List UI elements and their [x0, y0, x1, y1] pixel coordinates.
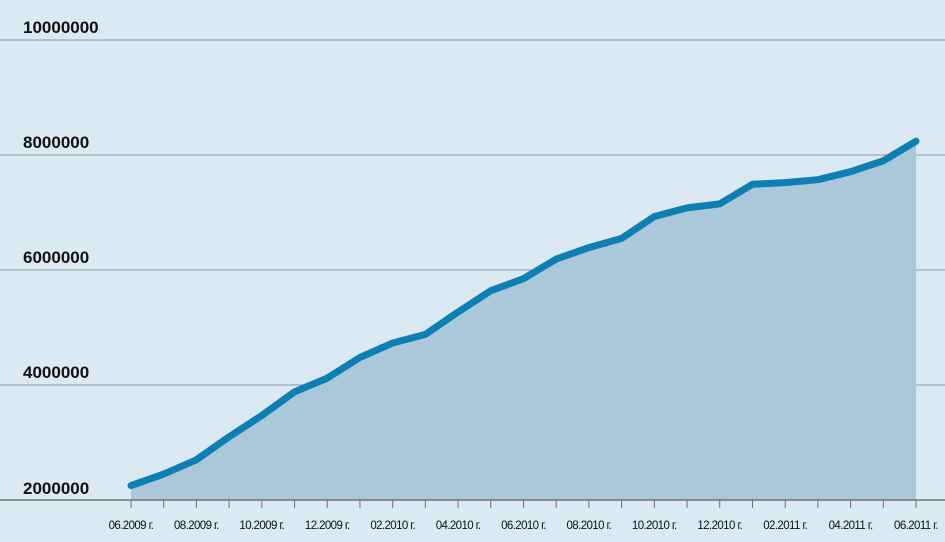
data-point — [686, 207, 688, 209]
y-tick-label: 4000000 — [23, 363, 89, 382]
x-tick-labels: 06.2009 г. 08.2009 г. 10.2009 г. 12.2009 г.… — [109, 520, 939, 532]
x-tick-label: 08.2010 г. — [567, 520, 612, 532]
x-tick-label: 06.2011 г. — [894, 520, 938, 532]
data-point — [882, 160, 884, 162]
data-point — [555, 258, 557, 260]
data-point — [163, 473, 165, 475]
y-tick-label: 10000000 — [23, 18, 99, 37]
data-point — [621, 237, 623, 239]
x-tick-label: 10.2009 г. — [239, 520, 284, 532]
data-point — [294, 391, 295, 393]
data-point — [588, 247, 590, 249]
data-point — [523, 278, 524, 280]
x-axis — [0, 499, 945, 508]
y-tick-label: 2000000 — [23, 479, 89, 498]
x-tick-label: 04.2011 г. — [829, 520, 873, 532]
area-fill-layer — [131, 141, 916, 500]
data-point — [359, 356, 361, 358]
data-point — [784, 182, 786, 184]
data-point — [326, 377, 328, 379]
data-point — [228, 436, 230, 438]
data-point — [915, 140, 917, 142]
x-tick-label: 06.2010 г. — [501, 520, 546, 532]
series-line-layer — [127, 137, 920, 490]
y-tick-label: 6000000 — [23, 248, 89, 267]
y-tick-labels: 2000000 4000000 6000000 8000000 10000000 — [23, 18, 99, 498]
data-point — [752, 183, 753, 185]
x-tick-label: 02.2011 г. — [763, 520, 807, 532]
y-tick-label: 8000000 — [23, 133, 89, 152]
x-tick-label: 02.2010 г. — [370, 520, 415, 532]
data-point — [195, 459, 197, 461]
area-fill — [131, 141, 916, 500]
x-tick-label: 04.2010 г. — [436, 520, 481, 532]
data-point — [653, 216, 655, 217]
data-point — [130, 485, 132, 487]
data-point — [261, 415, 263, 416]
x-tick-label: 06.2009 г. — [109, 520, 154, 532]
data-point — [457, 311, 459, 313]
x-tick-label: 12.2010 г. — [697, 520, 742, 532]
data-point — [490, 290, 492, 292]
data-point — [817, 179, 819, 181]
data-point — [392, 342, 394, 344]
x-tick-label: 12.2009 г. — [305, 520, 350, 532]
x-tick-label: 08.2009 г. — [174, 520, 219, 532]
x-tick-label: 10.2010 г. — [632, 520, 677, 532]
data-point — [850, 171, 852, 173]
data-point — [719, 203, 721, 205]
data-point — [424, 333, 426, 335]
